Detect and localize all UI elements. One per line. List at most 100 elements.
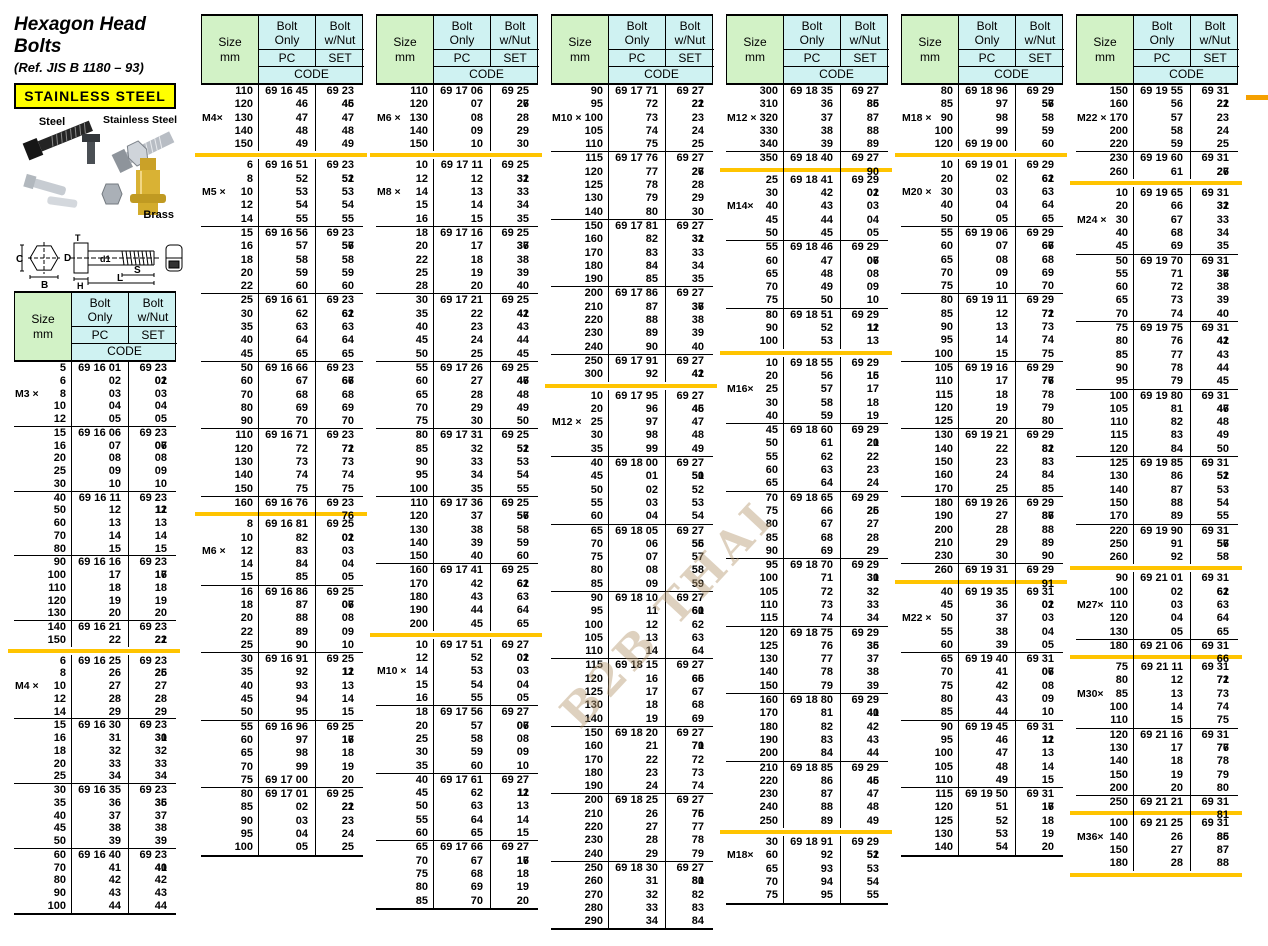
table-row: 100 17 17 xyxy=(14,569,176,582)
section-divider-yellow xyxy=(1070,566,1242,571)
size-cell: 80 xyxy=(901,85,958,112)
size-value: 140 xyxy=(1109,830,1128,843)
size-cell: 40 xyxy=(201,680,258,693)
size-cell: 65 xyxy=(376,389,433,402)
bolt-wnut-code-cell: 52 xyxy=(490,442,538,457)
header-bolt-wnut-line2: w/Nut xyxy=(499,32,531,47)
dim-label-h: H xyxy=(77,281,84,289)
size-value: 85 xyxy=(415,442,428,455)
table-row: 12 52 02 xyxy=(376,652,538,666)
table-row: 105 48 14 xyxy=(901,760,1063,774)
size-value: 130 xyxy=(234,111,253,124)
size-value: 200 xyxy=(409,617,428,630)
bolt-wnut-code-cell: 59 xyxy=(490,536,538,551)
bolt-wnut-code-cell: 26 xyxy=(840,504,888,519)
row-group: 100 69 19 80 69 31 46 105 81 47 110 82 48 115 83 49… xyxy=(1076,388,1238,457)
bolt-only-code-cell: 68 xyxy=(1133,226,1190,241)
size-value: 40 xyxy=(940,199,953,212)
row-group: 180 69 21 06 69 31 66 xyxy=(1076,638,1238,667)
bolt-wnut-code-cell: 69 31 81 xyxy=(1190,796,1238,823)
size-cell: 70 xyxy=(726,492,783,519)
bolt-wnut-code-cell: 28 xyxy=(665,179,713,193)
bolt-only-code-cell: 54 xyxy=(433,678,490,693)
size-cell: 90 xyxy=(726,545,783,558)
dim-label-d: D xyxy=(64,253,71,264)
bolt-only-code-cell: 19 xyxy=(71,594,128,608)
size-value: 85 xyxy=(590,577,603,590)
size-cell: 110 xyxy=(551,138,608,151)
bolt-only-code-cell: 41 xyxy=(71,861,128,875)
size-value: 20 xyxy=(240,266,253,279)
bolt-code-table-3: Size mm Bolt Only Bolt w/Nut PC SET CODE… xyxy=(370,14,542,910)
row-group: 90 69 16 16 69 23 16 100 17 17 110 18 18 120 19 19 1… xyxy=(14,555,176,620)
size-cell: 50 xyxy=(201,706,258,719)
size-cell: 150 xyxy=(901,456,958,469)
size-cell: 120 xyxy=(14,595,71,608)
row-group: 100 69 21 25 69 31 85 M36× 140 26 86 150 27 87 180… xyxy=(1076,817,1238,871)
size-value: 95 xyxy=(1115,375,1128,388)
size-cell: 60 xyxy=(551,510,608,523)
size-value: 75 xyxy=(1115,661,1128,674)
table-row: M30× 85 13 73 xyxy=(1076,687,1238,702)
bolt-only-code-cell: 75 xyxy=(608,138,665,152)
table-row: 45 69 18 60 69 29 20 xyxy=(726,424,888,451)
bolt-wnut-code-cell: 27 xyxy=(840,518,888,532)
size-value: 260 xyxy=(1109,165,1128,178)
table-row: M16× 25 57 17 xyxy=(726,383,888,397)
bolt-only-code-cell: 53 xyxy=(433,665,490,679)
thread-size-label: M36× xyxy=(1077,830,1104,843)
size-cell: 55 xyxy=(726,241,783,268)
size-value: 55 xyxy=(765,450,778,463)
table-row: 260 92 58 xyxy=(1076,551,1238,565)
table-row: 90 69 29 xyxy=(726,544,888,559)
table-row: 40 04 64 xyxy=(901,199,1063,213)
bolt-wnut-code-cell: 45 xyxy=(490,347,538,361)
bolt-wnut-code-cell: 40 xyxy=(1190,307,1238,322)
size-cell: 14 xyxy=(14,706,71,719)
dim-label-l: L xyxy=(117,273,123,284)
bolt-only-code-cell: 74 xyxy=(783,612,840,626)
bolt-wnut-code-cell: 69 31 66 xyxy=(1190,639,1238,667)
size-value: 90 xyxy=(53,887,66,899)
size-cell: 110 xyxy=(551,645,608,658)
header-bolt-only-line2: Only xyxy=(274,32,300,47)
table-row: 50 25 45 xyxy=(376,347,538,361)
table-row: 16 57 57 xyxy=(201,240,363,254)
section-divider-yellow xyxy=(195,512,367,517)
bolt-wnut-code-cell: 73 xyxy=(665,766,713,781)
size-value: 150 xyxy=(409,550,428,563)
bolt-only-code-cell: 28 xyxy=(608,834,665,848)
table-row: 80 12 72 xyxy=(1076,674,1238,688)
header-bolt-only: Bolt Only xyxy=(1134,16,1191,50)
size-value: 70 xyxy=(415,401,428,414)
table-row: 70 41 41 xyxy=(14,861,176,875)
bolt-only-code-cell: 27 xyxy=(608,821,665,835)
bolt-wnut-code-cell: 32 xyxy=(665,233,713,247)
row-group: 25 69 18 41 69 29 01 30 42 02 M14× 40 43 03 45 44 04… xyxy=(726,173,888,241)
bolt-only-code-cell: 26 xyxy=(1133,830,1190,845)
bolt-wnut-code-cell: 63 xyxy=(315,321,363,335)
bolt-only-code-cell: 80 xyxy=(608,205,665,219)
bolt-wnut-code-cell: 13 xyxy=(128,517,176,530)
table-row: 85 68 28 xyxy=(726,531,888,545)
size-value: 80 xyxy=(1115,674,1128,687)
table-row: 95 04 24 xyxy=(201,828,363,842)
bolt-wnut-code-cell: 49 xyxy=(315,138,363,152)
bolt-wnut-code-cell: 85 xyxy=(1015,482,1063,496)
bolt-wnut-code-cell: 56 xyxy=(665,537,713,552)
bolt-wnut-code-cell: 71 xyxy=(665,740,713,754)
bolt-wnut-code-cell: 89 xyxy=(1015,536,1063,551)
row-group: 110 69 17 36 69 25 56 120 37 57 130 38 58 140 39 59… xyxy=(376,495,538,564)
thread-size-label: M10 × xyxy=(377,665,407,678)
size-cell: 30 xyxy=(726,187,783,200)
size-cell: 130 xyxy=(551,699,608,712)
table-row: 130 79 29 xyxy=(551,192,713,206)
size-value: 130 xyxy=(934,828,953,841)
bolt-wnut-code-cell: 43 xyxy=(840,733,888,748)
size-value: 220 xyxy=(584,821,603,834)
size-cell: 18 xyxy=(14,745,71,758)
bolt-wnut-code-cell: 58 xyxy=(665,564,713,578)
bolt-wnut-code-cell: 04 xyxy=(315,558,363,572)
size-value: 130 xyxy=(1109,625,1128,638)
bolt-wnut-code-cell: 52 xyxy=(665,483,713,497)
